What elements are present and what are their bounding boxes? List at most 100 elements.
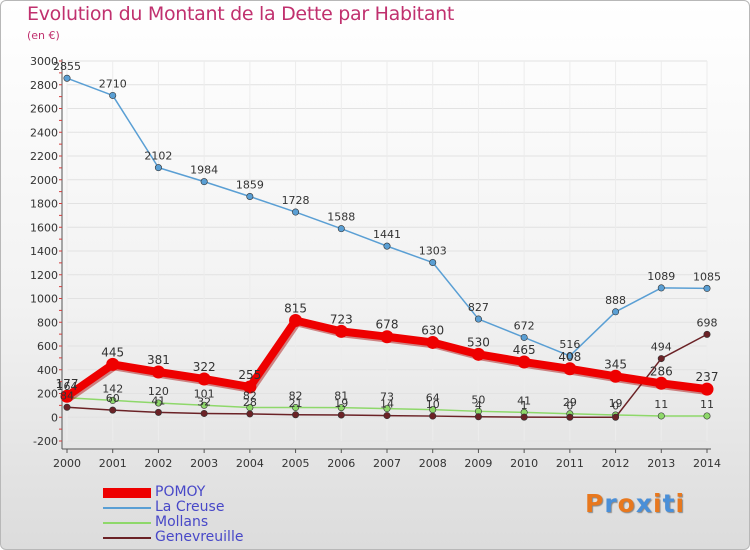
- data-point: [566, 413, 574, 421]
- data-label: 29: [563, 396, 577, 409]
- data-point: [109, 91, 117, 99]
- y-tick-label: 2400: [30, 126, 58, 139]
- y-tick-label: 1000: [30, 293, 58, 306]
- legend-swatch: [103, 537, 151, 539]
- data-point: [654, 376, 668, 390]
- data-point: [334, 324, 348, 338]
- data-label: 698: [697, 316, 718, 329]
- data-point: [197, 372, 211, 386]
- data-point: [474, 315, 482, 323]
- data-label: 28: [243, 396, 257, 409]
- data-point: [63, 403, 71, 411]
- data-point: [106, 357, 120, 371]
- x-tick-label: 2009: [464, 457, 492, 470]
- data-label: 408: [558, 350, 581, 364]
- data-label: 381: [147, 353, 170, 367]
- data-point: [63, 74, 71, 82]
- data-point: [517, 355, 531, 369]
- x-tick-label: 2005: [282, 457, 310, 470]
- data-label: 255: [238, 368, 261, 382]
- data-label: 11: [654, 398, 668, 411]
- legend-item: POMOY: [103, 484, 303, 500]
- legend-label: Mollans: [155, 514, 209, 530]
- data-point: [109, 406, 117, 414]
- data-point: [200, 178, 208, 186]
- data-label: 177: [56, 377, 79, 391]
- y-tick-label: 0: [51, 411, 58, 424]
- data-label: 465: [513, 343, 536, 357]
- data-label: 1859: [236, 178, 264, 191]
- data-point: [471, 347, 485, 361]
- y-tick-label: -200: [33, 435, 58, 448]
- data-point: [429, 259, 437, 267]
- data-label: 237: [696, 370, 719, 384]
- data-label: 0: [612, 399, 619, 412]
- data-label: 678: [376, 318, 399, 332]
- data-label: 142: [102, 382, 123, 395]
- x-tick-label: 2000: [53, 457, 81, 470]
- data-point: [289, 313, 303, 327]
- y-tick-label: 1400: [30, 245, 58, 258]
- data-label: 164: [57, 380, 78, 393]
- data-label: 1089: [647, 270, 675, 283]
- data-point: [474, 413, 482, 421]
- data-point: [429, 412, 437, 420]
- y-tick-label: 200: [37, 388, 58, 401]
- y-tick-label: 3000: [30, 55, 58, 68]
- legend-label: POMOY: [155, 484, 206, 500]
- data-point: [292, 208, 300, 216]
- x-tick-label: 2007: [373, 457, 401, 470]
- data-point: [657, 284, 665, 292]
- legend-item: Genevreuille: [103, 529, 303, 545]
- x-tick-label: 2002: [144, 457, 172, 470]
- data-label: 32: [197, 395, 211, 408]
- data-point: [657, 412, 665, 420]
- data-label: 101: [194, 387, 215, 400]
- data-label: 11: [700, 398, 714, 411]
- data-label: 19: [609, 397, 623, 410]
- data-point: [243, 380, 257, 394]
- data-label: 1588: [327, 211, 355, 224]
- x-tick-label: 2003: [190, 457, 218, 470]
- data-label: 630: [421, 323, 444, 337]
- x-tick-label: 2011: [556, 457, 584, 470]
- data-point: [563, 362, 577, 376]
- data-label: 1: [521, 399, 528, 412]
- x-tick-label: 2008: [419, 457, 447, 470]
- data-label: 21: [289, 397, 303, 410]
- data-label: 41: [151, 394, 165, 407]
- x-tick-label: 2014: [693, 457, 721, 470]
- data-point: [292, 404, 300, 412]
- data-point: [566, 352, 574, 360]
- data-point: [151, 365, 165, 379]
- data-point: [383, 242, 391, 250]
- data-point: [612, 308, 620, 316]
- data-label: 1085: [693, 270, 721, 283]
- data-point: [703, 284, 711, 292]
- data-label: 81: [334, 390, 348, 403]
- data-label: 64: [426, 392, 440, 405]
- data-point: [609, 369, 623, 383]
- y-tick-label: 2800: [30, 79, 58, 92]
- y-tick-label: 1200: [30, 269, 58, 282]
- legend-item: La Creuse: [103, 499, 303, 515]
- legend-swatch: [103, 522, 151, 524]
- data-label: 84: [60, 389, 74, 402]
- y-tick-label: 2600: [30, 103, 58, 116]
- y-tick-label: 800: [37, 316, 58, 329]
- x-tick-label: 2013: [647, 457, 675, 470]
- data-label: 286: [650, 364, 673, 378]
- data-label: 4: [475, 399, 482, 412]
- data-label: 322: [193, 360, 216, 374]
- chart-subtitle: (en €): [27, 29, 60, 42]
- y-tick-label: 1600: [30, 221, 58, 234]
- data-label: 815: [284, 301, 307, 315]
- data-point: [426, 335, 440, 349]
- data-label: 723: [330, 312, 353, 326]
- legend-item: Mollans: [103, 514, 303, 530]
- proxiti-logo: Proxiti: [585, 489, 686, 518]
- data-label: 120: [148, 385, 169, 398]
- data-point: [383, 412, 391, 420]
- data-label: 530: [467, 335, 490, 349]
